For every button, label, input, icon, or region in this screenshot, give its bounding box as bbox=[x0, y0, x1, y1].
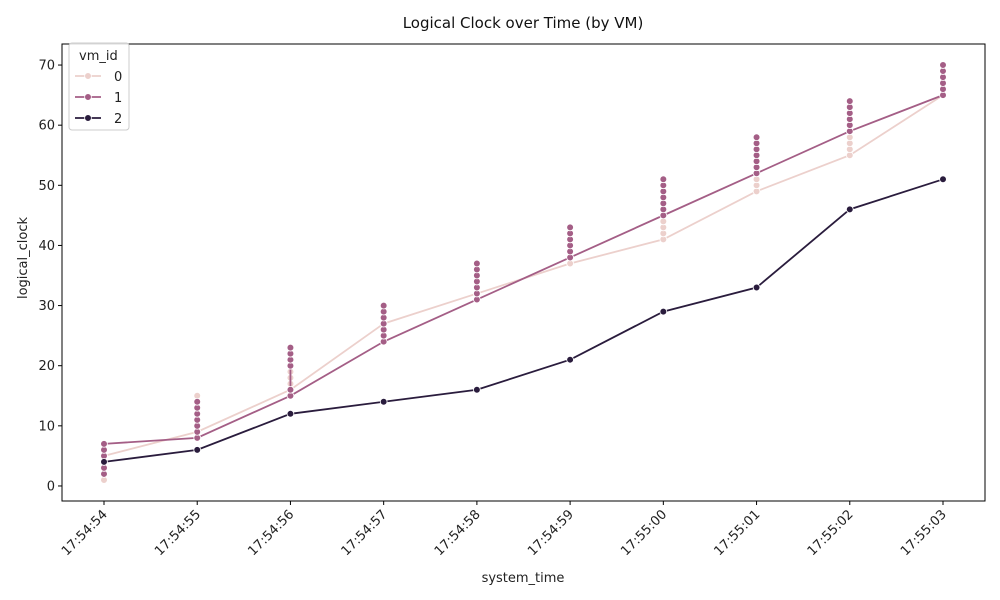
x-tick-label: 17:54:55 bbox=[152, 507, 204, 559]
x-tick-label: 17:54:56 bbox=[245, 507, 297, 559]
series-layer bbox=[100, 61, 947, 484]
legend: vm_id 0 1 2 bbox=[68, 42, 130, 131]
legend-title: vm_id bbox=[79, 49, 118, 64]
x-axis: 17:54:54 17:54:55 17:54:56 17:54:57 17:54:58… bbox=[59, 501, 950, 559]
data-point bbox=[939, 175, 947, 184]
data-point bbox=[286, 410, 295, 418]
chart-title: Logical Clock over Time (by VM) bbox=[403, 14, 644, 32]
y-tick-label: 70 bbox=[38, 59, 55, 74]
x-axis-label: system_time bbox=[482, 571, 565, 586]
data-point bbox=[100, 458, 108, 466]
y-tick-label: 10 bbox=[38, 419, 55, 434]
legend-marker bbox=[84, 93, 92, 101]
x-tick-label: 17:55:03 bbox=[898, 507, 950, 559]
x-tick-label: 17:54:58 bbox=[432, 507, 484, 559]
data-point bbox=[566, 355, 574, 364]
y-tick-label: 40 bbox=[38, 239, 55, 254]
x-tick-label: 17:54:54 bbox=[59, 507, 111, 559]
y-tick-label: 0 bbox=[47, 479, 55, 494]
series-line bbox=[103, 178, 944, 463]
data-point bbox=[286, 343, 295, 352]
data-point bbox=[193, 397, 202, 406]
data-point bbox=[379, 301, 388, 310]
data-point bbox=[752, 133, 761, 142]
series-0 bbox=[100, 61, 947, 484]
y-tick-label: 50 bbox=[38, 179, 55, 194]
x-tick-label: 17:55:02 bbox=[805, 507, 857, 559]
legend-box bbox=[68, 42, 130, 131]
series-line bbox=[103, 94, 944, 445]
data-point bbox=[286, 385, 295, 394]
legend-label: 0 bbox=[114, 70, 122, 85]
data-point bbox=[845, 205, 854, 214]
y-tick-label: 20 bbox=[38, 359, 55, 374]
data-point bbox=[379, 397, 388, 406]
data-point bbox=[659, 307, 668, 316]
series-2 bbox=[100, 175, 947, 466]
series-1 bbox=[100, 61, 947, 478]
x-tick-label: 17:54:59 bbox=[525, 507, 577, 559]
y-axis-label: logical_clock bbox=[16, 217, 31, 300]
legend-marker bbox=[84, 72, 92, 80]
y-tick-label: 30 bbox=[38, 299, 55, 314]
legend-label: 1 bbox=[114, 91, 122, 106]
data-point bbox=[752, 283, 761, 292]
data-point bbox=[100, 440, 108, 448]
x-tick-label: 17:54:57 bbox=[339, 507, 391, 559]
data-point bbox=[659, 175, 668, 184]
data-point bbox=[566, 223, 574, 232]
x-tick-label: 17:55:00 bbox=[618, 507, 670, 559]
series-line bbox=[103, 94, 944, 457]
data-point bbox=[939, 61, 947, 69]
data-point bbox=[473, 259, 481, 268]
data-point bbox=[473, 385, 481, 394]
y-axis: 0 10 20 30 40 50 60 70 bbox=[38, 59, 62, 494]
legend-marker bbox=[84, 114, 92, 122]
data-point bbox=[845, 97, 854, 105]
plot-frame bbox=[61, 43, 986, 502]
x-tick-label: 17:55:01 bbox=[711, 507, 763, 559]
y-tick-label: 60 bbox=[38, 119, 55, 134]
legend-label: 2 bbox=[114, 112, 122, 127]
data-point bbox=[193, 446, 202, 454]
